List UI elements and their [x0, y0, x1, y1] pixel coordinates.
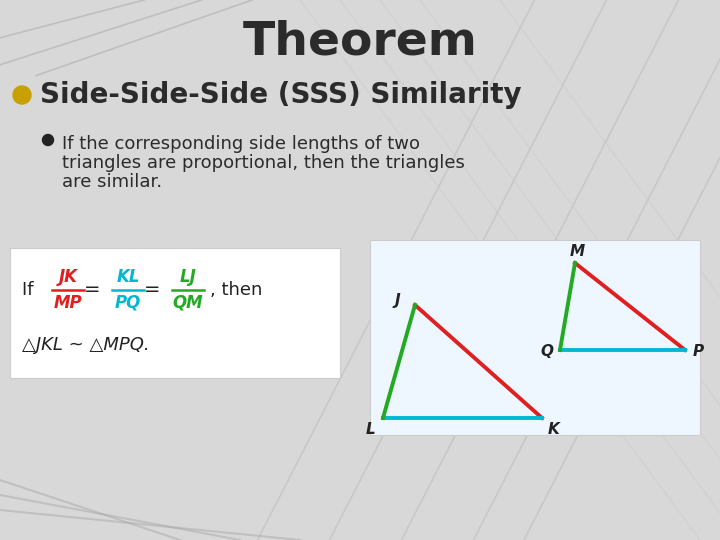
Text: QM: QM — [173, 294, 203, 312]
Text: , then: , then — [210, 281, 262, 299]
Text: If the corresponding side lengths of two: If the corresponding side lengths of two — [62, 135, 420, 153]
Text: JK: JK — [58, 268, 78, 286]
Circle shape — [13, 86, 31, 104]
Text: △JKL ~ △MPQ.: △JKL ~ △MPQ. — [22, 336, 150, 354]
Text: L: L — [366, 422, 376, 437]
Text: M: M — [570, 244, 585, 259]
Text: LJ: LJ — [179, 268, 197, 286]
Text: Q: Q — [541, 345, 554, 360]
Text: MP: MP — [54, 294, 82, 312]
Text: Side-Side-Side (SSS) Similarity: Side-Side-Side (SSS) Similarity — [40, 81, 521, 109]
Bar — [370, 240, 700, 435]
Text: KL: KL — [116, 268, 140, 286]
Text: PQ: PQ — [115, 294, 141, 312]
Text: are similar.: are similar. — [62, 173, 162, 191]
Text: =: = — [144, 280, 161, 300]
Text: K: K — [548, 422, 560, 437]
Text: If: If — [22, 281, 40, 299]
Text: J: J — [394, 293, 400, 307]
Circle shape — [42, 134, 53, 145]
Text: =: = — [84, 280, 100, 300]
Bar — [10, 248, 340, 378]
Text: Theorem: Theorem — [243, 19, 477, 64]
Text: P: P — [693, 345, 703, 360]
Text: triangles are proportional, then the triangles: triangles are proportional, then the tri… — [62, 154, 465, 172]
